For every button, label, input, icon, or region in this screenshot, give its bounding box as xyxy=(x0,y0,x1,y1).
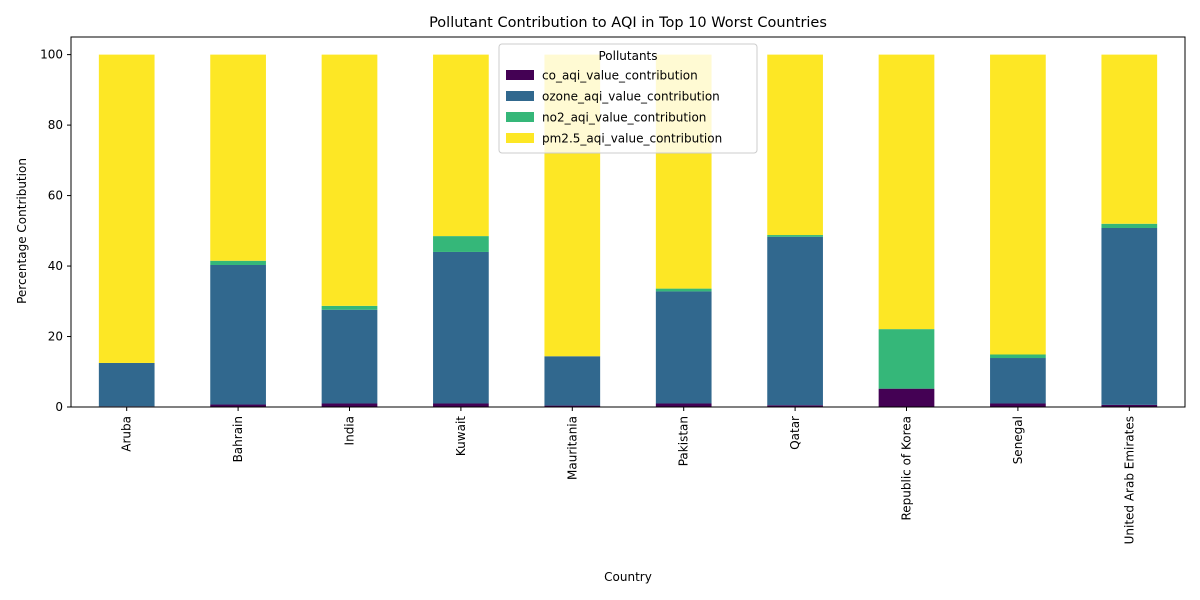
bar-segment-s2-c8 xyxy=(990,354,1046,359)
bar-segment-s0-c2 xyxy=(321,403,378,407)
bar-segment-s1-c9 xyxy=(1101,227,1158,405)
legend-swatch-3 xyxy=(506,133,534,143)
bar-segment-s1-c2 xyxy=(321,309,378,404)
x-tick-label-2: India xyxy=(343,416,357,445)
x-tick-label-3: Kuwait xyxy=(454,416,468,456)
legend-box xyxy=(498,43,758,154)
x-tick-label-6: Qatar xyxy=(788,416,802,450)
legend-title: Pollutants xyxy=(598,49,657,63)
y-tick-label-4: 80 xyxy=(48,118,63,132)
bar-segment-s3-c1 xyxy=(210,54,266,261)
bar-segment-s3-c2 xyxy=(321,54,378,306)
y-tick-label-1: 20 xyxy=(48,330,63,344)
x-tick-label-8: Senegal xyxy=(1011,416,1025,464)
bar-segment-s2-c5 xyxy=(655,288,712,292)
bar-segment-s0-c6 xyxy=(767,405,823,407)
bar-segment-s3-c7 xyxy=(878,54,935,330)
bar-segment-s2-c6 xyxy=(767,235,823,237)
bar-segment-s2-c3 xyxy=(433,236,489,252)
bar-segment-s1-c8 xyxy=(990,358,1046,404)
legend-entry-1: ozone_aqi_value_contribution xyxy=(542,90,720,104)
bar-segment-s2-c2 xyxy=(321,305,378,310)
y-tick-label-5: 100 xyxy=(40,48,63,62)
legend-entry-2: no2_aqi_value_contribution xyxy=(542,111,706,125)
x-tick-label-1: Bahrain xyxy=(231,416,245,462)
x-axis-label: Country xyxy=(604,570,652,584)
bar-segment-s0-c1 xyxy=(210,404,266,407)
legend-swatch-1 xyxy=(506,91,534,101)
x-tick-label-4: Mauritania xyxy=(565,416,579,480)
bar-segment-s3-c9 xyxy=(1101,54,1158,224)
legend-entry-3: pm2.5_aqi_value_contribution xyxy=(542,132,722,146)
bar-segment-s1-c1 xyxy=(210,264,266,405)
bar-segment-s3-c8 xyxy=(990,54,1046,355)
x-tick-label-7: Republic of Korea xyxy=(900,416,914,521)
legend-entry-0: co_aqi_value_contribution xyxy=(542,69,698,83)
y-tick-label-3: 60 xyxy=(48,189,63,203)
bar-segment-s0-c9 xyxy=(1101,404,1158,407)
bar-segment-s3-c3 xyxy=(433,54,489,237)
bar-segment-s0-c3 xyxy=(433,403,489,407)
bar-segment-s2-c1 xyxy=(210,260,266,265)
x-tick-label-5: Pakistan xyxy=(677,416,691,466)
y-tick-label-0: 0 xyxy=(55,400,63,414)
bar-segment-s2-c9 xyxy=(1101,223,1158,228)
bar-segment-s2-c7 xyxy=(878,329,935,389)
x-tick-label-9: United Arab Emirates xyxy=(1122,416,1136,544)
bar-segment-s0-c4 xyxy=(544,405,601,407)
axes-layer: 0 20 40 60 80 100 Aruba Bahrain India Kuwait Mauri… xyxy=(40,36,1186,544)
bar-segment-s1-c4 xyxy=(544,356,601,406)
bar-segment-s0-c7 xyxy=(878,388,935,407)
bar-segment-s3-c6 xyxy=(767,54,823,236)
legend-swatch-2 xyxy=(506,112,534,122)
bar-segment-s1-c3 xyxy=(433,251,489,404)
plot-frame xyxy=(70,36,1186,408)
bar-segment-s1-c5 xyxy=(655,291,712,404)
bar-segment-s1-c6 xyxy=(767,236,823,406)
legend-swatch-0 xyxy=(506,70,534,80)
chart-title: Pollutant Contribution to AQI in Top 10 … xyxy=(429,15,827,31)
bar-segment-s3-c0 xyxy=(98,54,155,363)
y-tick-label-2: 40 xyxy=(48,259,63,273)
x-tick-label-0: Aruba xyxy=(120,416,134,452)
bar-segment-s0-c8 xyxy=(990,403,1046,407)
bar-segment-s1-c0 xyxy=(98,362,155,407)
legend: Pollutants co_aqi_value_contributionozone… xyxy=(498,43,758,154)
bar-segment-s0-c5 xyxy=(655,403,712,407)
y-axis-label: Percentage Contribution xyxy=(15,158,29,304)
